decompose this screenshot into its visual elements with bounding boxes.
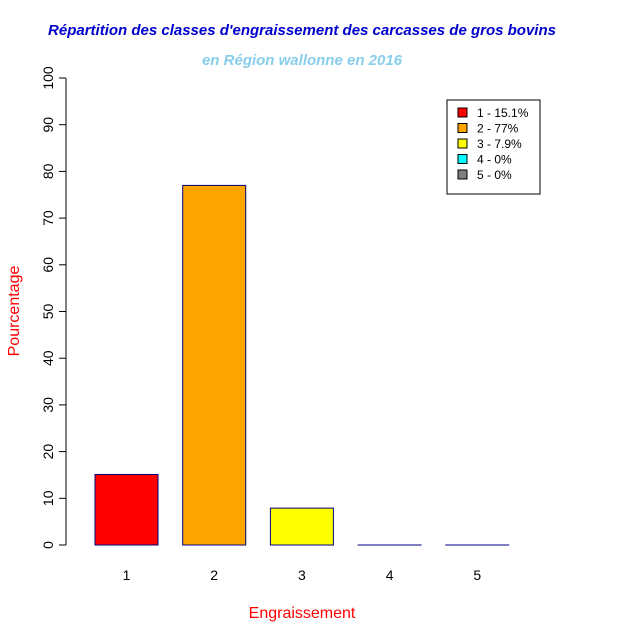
legend: 1 - 15.1% 2 - 77%3 - 7.9% 4 - 0%5 - 0% — [446, 99, 541, 195]
legend-swatch — [457, 123, 468, 133]
y-tick-label: 0 — [40, 541, 56, 549]
x-tick-label: 4 — [386, 567, 394, 583]
y-tick-label: 80 — [40, 163, 56, 179]
bar-2 — [182, 184, 247, 546]
y-tick-label: 20 — [40, 444, 56, 460]
legend-label: 3 - 7.9% — [477, 137, 522, 151]
x-tick-label: 3 — [298, 567, 306, 583]
y-tick-label: 100 — [40, 66, 56, 90]
x-axis-label: Engraissement — [249, 605, 356, 622]
y-tick-label: 10 — [40, 490, 56, 506]
legend-swatch — [457, 107, 468, 118]
x-tick-label: 1 — [123, 567, 131, 583]
legend-swatch — [457, 169, 468, 180]
legend-label: 1 - 15.1% — [477, 106, 529, 120]
chart-title: Répartition des classes d'engraissement … — [48, 22, 556, 39]
y-tick-label: 60 — [40, 257, 56, 273]
y-tick-label: 90 — [40, 117, 56, 133]
x-tick-label: 2 — [210, 567, 218, 583]
y-tick-label: 50 — [40, 304, 56, 320]
y-tick-label: 30 — [40, 397, 56, 413]
x-tick-label: 5 — [473, 567, 481, 583]
bar-1 — [94, 473, 159, 546]
legend-label: 5 - 0% — [477, 168, 512, 182]
chart-subtitle: en Région wallonne en 2016 — [202, 52, 403, 69]
bar-3 — [269, 507, 334, 546]
legend-swatch — [457, 138, 468, 149]
legend-swatch — [457, 154, 468, 164]
legend-label: 4 - 0% — [477, 153, 512, 167]
y-tick-label: 70 — [40, 210, 56, 226]
y-tick-label: 40 — [40, 350, 56, 366]
legend-label: 2 - 77% — [477, 122, 519, 136]
y-axis-label: Pourcentage — [6, 266, 23, 357]
